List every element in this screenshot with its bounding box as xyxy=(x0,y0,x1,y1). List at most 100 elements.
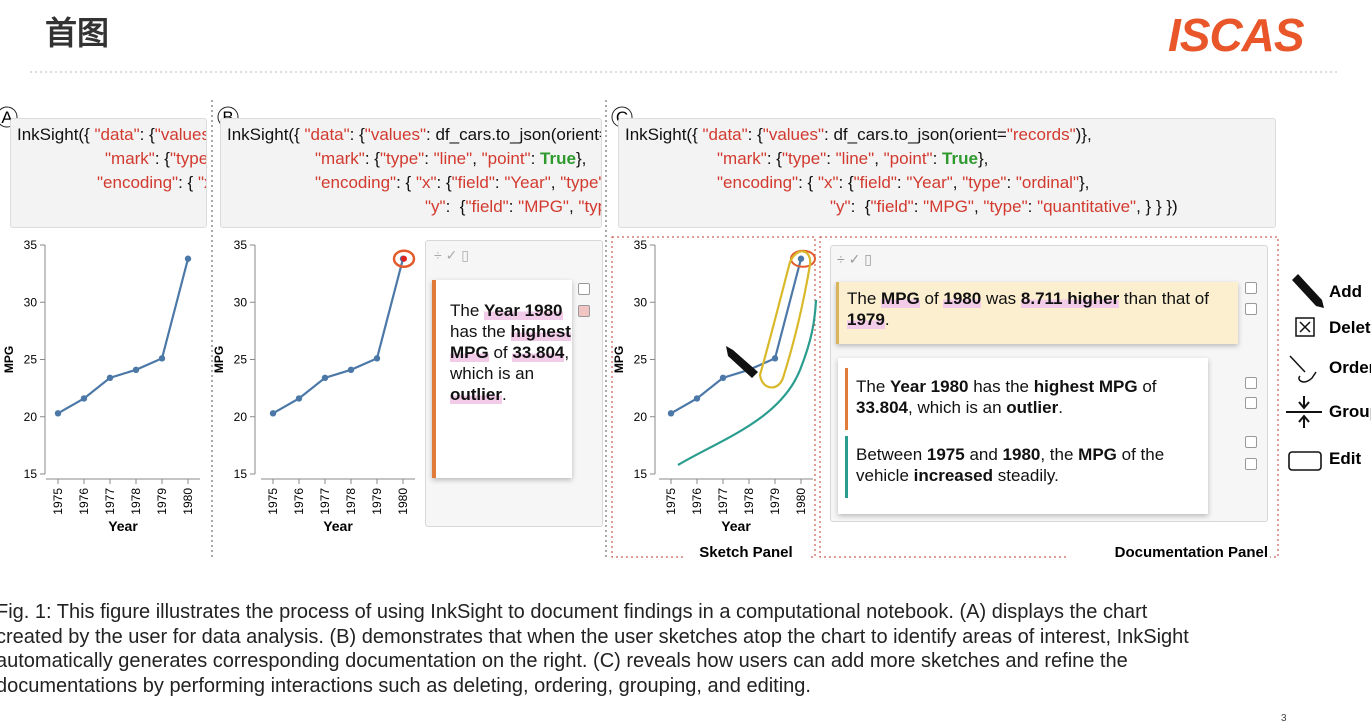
doc-card[interactable]: The MPG of 1980 was 8.711 higher than th… xyxy=(836,282,1238,344)
doc-text: of the vehicle xyxy=(856,445,1165,485)
code-cell: InkSight({ "data": {"values": df_cars.to… xyxy=(220,118,602,228)
x-tick-label: 1980 xyxy=(794,488,808,515)
x-tick-label: 1977 xyxy=(318,488,332,515)
doc-text: 1979 xyxy=(847,310,885,329)
code-line: "encoding": { "x": {"field": "Year", "ty… xyxy=(315,173,602,192)
doc-text: has the xyxy=(450,322,511,341)
chart: 15 20 25 30 35 1975 1976 1977 1978 1979 1980 Year MP… xyxy=(2,238,200,534)
x-tick-label: 1976 xyxy=(292,488,306,515)
doc-text: . xyxy=(1058,398,1063,417)
y-axis-title: MPG xyxy=(2,346,16,373)
data-point xyxy=(106,374,114,382)
doc-text: 8.711 higher xyxy=(1020,289,1120,308)
sketch xyxy=(758,250,812,389)
x-axis-title: Year xyxy=(323,518,353,534)
doc-text: of xyxy=(1137,377,1157,396)
checkbox[interactable] xyxy=(578,305,590,317)
x-tick-label: 1976 xyxy=(77,488,91,515)
icon-edit xyxy=(1288,451,1322,471)
code-line: "mark": {"type": "line", "point": True}, xyxy=(315,149,587,168)
checkbox[interactable] xyxy=(1245,458,1257,470)
icon-group xyxy=(1286,396,1322,428)
data-point xyxy=(80,395,88,402)
doc-text: than that of xyxy=(1119,289,1209,308)
y-tick-label: 20 xyxy=(234,410,248,424)
code-line: InkSight({ "data": {"values": df_cars.to… xyxy=(625,125,1092,144)
doc-text: has the xyxy=(968,377,1034,396)
sketch xyxy=(677,299,818,466)
code-line: "encoding": { "x": {"field": "Year", "ty… xyxy=(717,173,1090,192)
data-point xyxy=(132,366,140,374)
y-tick-label: 30 xyxy=(234,295,248,309)
caption-line: documentations by performing interaction… xyxy=(0,674,811,697)
checkbox[interactable] xyxy=(578,283,590,295)
doc-text: 1980 xyxy=(1002,445,1041,464)
x-tick-label: 1975 xyxy=(664,488,678,515)
slide-title: 首图 xyxy=(45,15,110,51)
y-tick-label: 25 xyxy=(234,353,248,367)
caption-line: created by the user for data analysis. (… xyxy=(0,625,1189,648)
chart: 15 20 25 30 35 1975 1976 1977 1978 1979 1980 Year MP… xyxy=(612,238,813,534)
code-line: "y": {"field": "MPG", "type": "quantitat… xyxy=(425,197,601,216)
data-point xyxy=(269,410,277,417)
doc-text: of xyxy=(919,289,944,308)
doc-text: The xyxy=(450,301,485,320)
y-tick-label: 25 xyxy=(634,353,648,367)
doc-text: Year 1980 xyxy=(890,377,969,396)
action-label: Delete xyxy=(1329,318,1371,337)
checkbox[interactable] xyxy=(1245,303,1257,315)
checkbox[interactable] xyxy=(1245,397,1257,409)
doc-card[interactable]: The Year 1980 has the highest MPG of 33.… xyxy=(845,368,1196,430)
data-point xyxy=(295,395,303,402)
doc-text: was xyxy=(981,289,1021,308)
code-line: InkSight({ "data": {"values": df_cars.to… xyxy=(17,125,206,144)
data-point xyxy=(184,255,192,262)
x-tick-label: 1977 xyxy=(103,488,117,515)
doc-text: of xyxy=(488,343,513,362)
checkbox[interactable] xyxy=(1245,282,1257,294)
documentation-panel-frame xyxy=(819,236,1279,558)
checkbox[interactable] xyxy=(1245,436,1257,448)
doc-text: 33.804 xyxy=(512,343,565,362)
sketch xyxy=(392,249,416,268)
action-label: Group xyxy=(1329,402,1371,421)
caption-line: automatically generates corresponding do… xyxy=(0,650,1128,672)
data-point xyxy=(54,410,62,417)
checkbox[interactable] xyxy=(1245,377,1257,389)
data-point xyxy=(797,255,805,262)
x-tick-label: 1976 xyxy=(690,488,704,515)
doc-text: MPG xyxy=(1078,445,1117,464)
doc-text: , the xyxy=(1040,445,1079,464)
y-tick-label: 20 xyxy=(634,410,648,424)
y-tick-label: 35 xyxy=(234,238,248,252)
doc-text: increased xyxy=(913,466,994,485)
doc-text: The xyxy=(856,377,891,396)
toolbar: ÷ ✓ ▯ xyxy=(434,247,469,263)
code-cell: InkSight({ "data": {"values": df_cars.to… xyxy=(618,118,1276,228)
data-point xyxy=(373,355,381,362)
x-tick-label: 1980 xyxy=(396,488,410,515)
caption: Fig. 1: This figure illustrates the proc… xyxy=(0,600,1189,698)
icon-delete xyxy=(1295,317,1315,337)
doc-text: Year 1980 xyxy=(484,301,563,320)
doc-text: steadily. xyxy=(993,466,1059,485)
doc-card[interactable]: The Year 1980 has the highest MPG of 33.… xyxy=(432,280,572,478)
doc-text: 33.804 xyxy=(856,398,908,417)
panel-name: Documentation Panel xyxy=(1115,544,1268,561)
doc-card[interactable]: Between 1975 and 1980, the MPG of the ve… xyxy=(845,436,1196,498)
y-axis-title: MPG xyxy=(612,346,626,373)
data-line xyxy=(670,258,803,415)
y-tick-label: 30 xyxy=(634,295,648,309)
data-line xyxy=(272,258,405,415)
y-tick-label: 15 xyxy=(234,467,248,481)
doc-text: . xyxy=(884,310,890,329)
logo: ISCAS xyxy=(1168,9,1305,61)
data-point xyxy=(771,355,779,362)
x-tick-label: 1975 xyxy=(51,488,65,515)
code-line: "encoding": { "x": {"field": "Year", "ty… xyxy=(97,173,206,192)
data-point xyxy=(347,366,355,374)
sketch xyxy=(401,255,407,262)
data-point xyxy=(693,395,701,402)
data-point xyxy=(719,374,727,382)
